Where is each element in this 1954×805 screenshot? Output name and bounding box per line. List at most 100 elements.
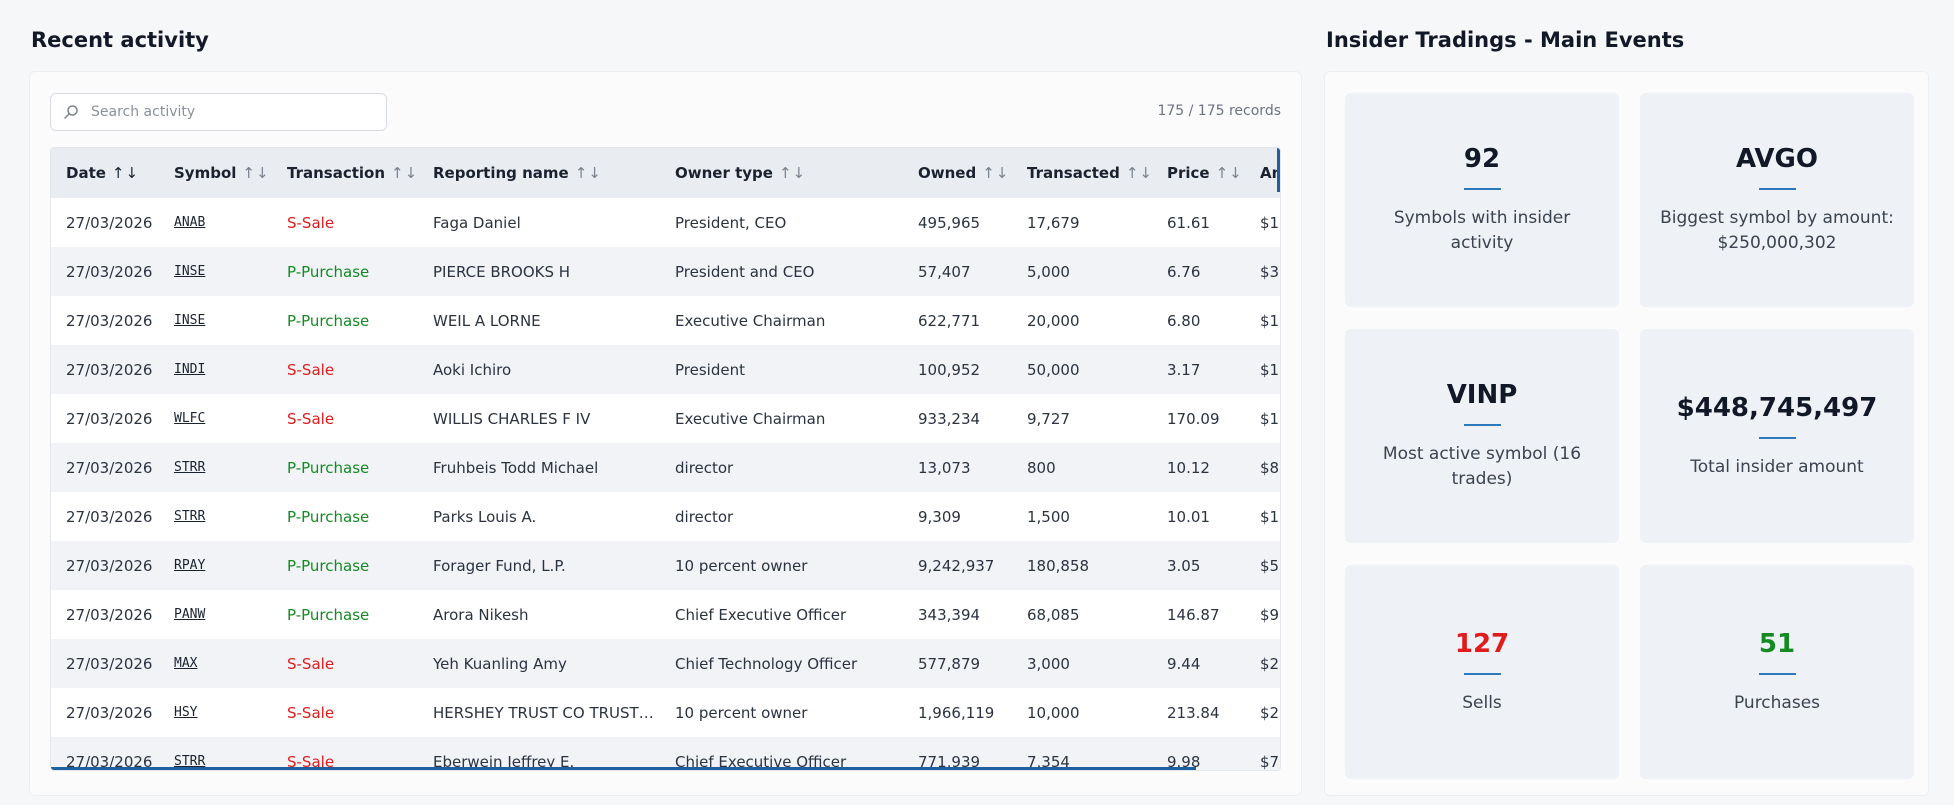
column-header-owned[interactable]: Owned ↑↓ [903, 148, 1012, 198]
recent-activity-title: Recent activity [31, 28, 209, 52]
stat-value: 51 [1758, 628, 1796, 659]
cell-price: 10.01 [1167, 507, 1210, 526]
table-row[interactable]: 27/03/2026 INSE P-Purchase PIERCE BROOKS H P… [51, 247, 1280, 296]
sort-icon[interactable]: ↑↓ [778, 164, 807, 182]
cell-owner-type: Chief Executive Officer [675, 605, 847, 624]
horizontal-scrollbar[interactable] [51, 767, 1196, 770]
cell-owner-type: President [675, 360, 745, 379]
table-row[interactable]: 27/03/2026 MAX S-Sale Yeh Kuanling Amy Chief… [51, 639, 1280, 688]
table-row[interactable]: 27/03/2026 INDI S-Sale Aoki Ichiro President… [51, 345, 1280, 394]
cell-owner-type: Chief Executive Officer [675, 752, 847, 771]
sort-icon[interactable]: ↑↓ [111, 164, 140, 182]
stat-label: Symbols with insider activity [1393, 208, 1571, 253]
symbol-link[interactable]: PANW [174, 607, 206, 622]
cell-owner-type: President and CEO [675, 262, 815, 281]
sort-icon[interactable]: ↑↓ [1215, 164, 1243, 182]
symbol-link[interactable]: WLFC [174, 411, 206, 426]
sort-icon[interactable]: ↑↓ [391, 164, 419, 182]
stat-tile: VINP Most active symbol (16 trades) [1345, 329, 1619, 543]
column-header-price[interactable]: Price ↑↓ [1152, 148, 1245, 198]
cell-transaction: S-Sale [287, 703, 335, 722]
symbol-link[interactable]: STRR [174, 460, 206, 475]
table-row[interactable]: 27/03/2026 INSE P-Purchase WEIL A LORNE Exec… [51, 296, 1280, 345]
cell-transaction: S-Sale [287, 752, 335, 771]
cell-owned: 933,234 [918, 409, 981, 428]
stat-label: Sells [1462, 692, 1502, 713]
table-row[interactable]: 27/03/2026 STRR P-Purchase Fruhbeis Todd Mi… [51, 443, 1280, 492]
column-header-reporting-name[interactable]: Reporting name ↑↓ [418, 148, 660, 198]
stat-divider [1758, 436, 1796, 439]
column-header-transacted[interactable]: Transacted ↑↓ [1012, 148, 1152, 198]
table-row[interactable]: 27/03/2026 STRR S-Sale Eberwein Jeffrey E. C… [51, 737, 1280, 771]
cell-symbol: RPAY [159, 541, 272, 590]
cell-amount: $1: [1260, 311, 1280, 330]
cell-date: 27/03/2026 [66, 262, 153, 281]
search-box[interactable] [50, 93, 387, 131]
cell-name: Forager Fund, L.P. [433, 556, 566, 575]
cell-transacted: 17,679 [1027, 213, 1080, 232]
search-input[interactable] [91, 104, 371, 120]
cell-owned: 1,966,119 [918, 703, 995, 722]
cell-owner-type: Executive Chairman [675, 311, 826, 330]
cell-owner-type: 10 percent owner [675, 703, 808, 722]
sort-icon[interactable]: ↑↓ [1125, 164, 1153, 182]
cell-owner-type: Executive Chairman [675, 409, 826, 428]
cell-transaction: P-Purchase [287, 605, 370, 624]
cell-owner-type: Chief Technology Officer [675, 654, 858, 673]
sort-icon[interactable]: ↑↓ [982, 164, 1010, 182]
sort-icon[interactable]: ↑↓ [574, 164, 602, 182]
table-row[interactable]: 27/03/2026 WLFC S-Sale WILLIS CHARLES F IV E… [51, 394, 1280, 443]
cell-transacted: 10,000 [1027, 703, 1080, 722]
cell-date: 27/03/2026 [66, 458, 153, 477]
cell-symbol: INSE [159, 247, 272, 296]
column-header-label: Date [66, 164, 106, 182]
table-row[interactable]: 27/03/2026 HSY S-Sale HERSHEY TRUST CO TRUS… [51, 688, 1280, 737]
stat-divider [1463, 188, 1501, 190]
symbol-link[interactable]: ANAB [174, 215, 206, 230]
stat-tile: AVGO Biggest symbol by amount: $250,000,3… [1640, 93, 1914, 307]
table-row[interactable]: 27/03/2026 ANAB S-Sale Faga Daniel President… [51, 198, 1280, 247]
symbol-link[interactable]: MAX [174, 656, 198, 671]
records-count: 175 / 175 records [1157, 103, 1281, 119]
symbol-link[interactable]: INDI [174, 362, 206, 377]
vertical-scrollbar[interactable] [1277, 148, 1280, 192]
cell-name: Fruhbeis Todd Michael [433, 458, 599, 477]
cell-amount: $7: [1260, 752, 1280, 771]
cell-transaction: P-Purchase [287, 262, 370, 281]
stat-tile: 92 Symbols with insider activity [1345, 93, 1619, 307]
column-header-owner-type[interactable]: Owner type ↑↓ [660, 148, 903, 198]
stat-tile: $448,745,497 Total insider amount [1640, 329, 1914, 543]
column-header-transaction[interactable]: Transaction ↑↓ [272, 148, 418, 198]
cell-amount: $9, [1260, 605, 1280, 624]
table-row[interactable]: 27/03/2026 RPAY P-Purchase Forager Fund, L.… [51, 541, 1280, 590]
column-header-amount[interactable]: Amount [1245, 148, 1280, 198]
symbol-link[interactable]: HSY [174, 705, 198, 720]
column-header-date[interactable]: Date ↑↓ [51, 148, 159, 198]
cell-amount: $1, [1260, 213, 1280, 232]
cell-date: 27/03/2026 [66, 703, 153, 722]
cell-price: 9.44 [1167, 654, 1201, 673]
cell-price: 6.80 [1167, 311, 1201, 330]
cell-amount: $1, [1260, 409, 1280, 428]
cell-symbol: STRR [159, 737, 272, 770]
symbol-link[interactable]: INSE [174, 264, 206, 279]
cell-amount: $5! [1260, 556, 1280, 575]
recent-activity-card: 175 / 175 records Date↑↓Symbol↑↓Transact… [29, 71, 1302, 796]
cell-transacted: 9,727 [1027, 409, 1070, 428]
table-row[interactable]: 27/03/2026 STRR P-Purchase Parks Louis A. di… [51, 492, 1280, 541]
cell-price: 6.76 [1167, 262, 1201, 281]
cell-transaction: P-Purchase [287, 556, 370, 575]
column-header-symbol[interactable]: Symbol ↑↓ [159, 148, 272, 198]
cell-date: 27/03/2026 [66, 654, 153, 673]
table-row[interactable]: 27/03/2026 PANW P-Purchase Arora Nikesh Chie… [51, 590, 1280, 639]
cell-transacted: 3,000 [1027, 654, 1070, 673]
symbol-link[interactable]: RPAY [174, 558, 206, 573]
cell-amount: $2, [1260, 703, 1280, 722]
cell-name: Aoki Ichiro [433, 360, 512, 379]
cell-name: Faga Daniel [433, 213, 521, 232]
sort-icon[interactable]: ↑↓ [242, 164, 270, 182]
cell-transacted: 5,000 [1027, 262, 1070, 281]
symbol-link[interactable]: INSE [174, 313, 206, 328]
cell-owned: 577,879 [918, 654, 981, 673]
symbol-link[interactable]: STRR [174, 509, 206, 524]
